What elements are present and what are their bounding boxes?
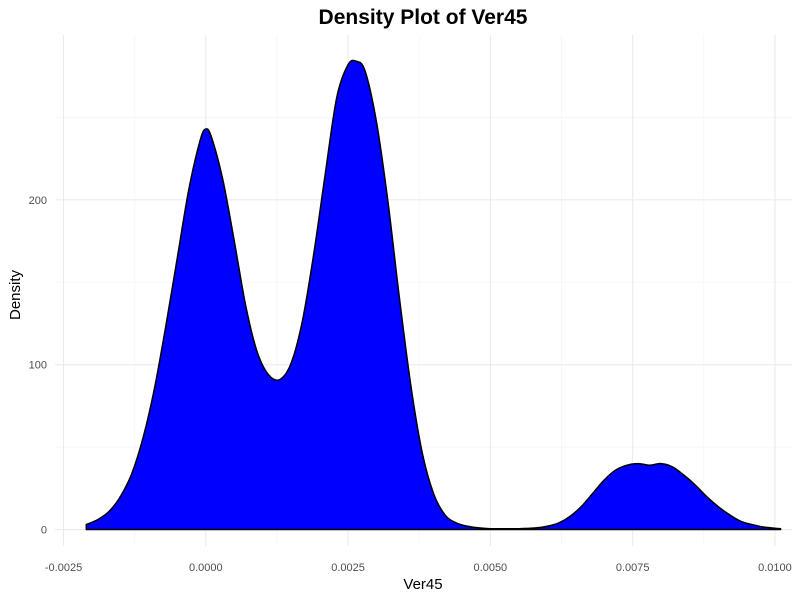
- x-axis-title: Ver45: [403, 576, 442, 593]
- chart-title: Density Plot of Ver45: [319, 6, 528, 29]
- y-tick-label: 100: [29, 360, 47, 372]
- y-tick-label: 200: [29, 195, 47, 207]
- x-tick-label: 0.0075: [616, 562, 650, 574]
- y-axis-title: Density: [7, 269, 24, 320]
- x-tick-label: 0.0100: [758, 562, 792, 574]
- y-tick-label: 0: [41, 525, 47, 537]
- density-area: [85, 59, 782, 531]
- x-tick-label: -0.0025: [45, 562, 82, 574]
- y-axis-ticks: 0 100 200: [29, 195, 47, 537]
- x-tick-label: 0.0000: [189, 562, 223, 574]
- x-axis-ticks: -0.0025 0.0000 0.0025 0.0050 0.0075 0.0100: [45, 562, 792, 574]
- x-tick-label: 0.0025: [331, 562, 365, 574]
- x-tick-label: 0.0050: [474, 562, 508, 574]
